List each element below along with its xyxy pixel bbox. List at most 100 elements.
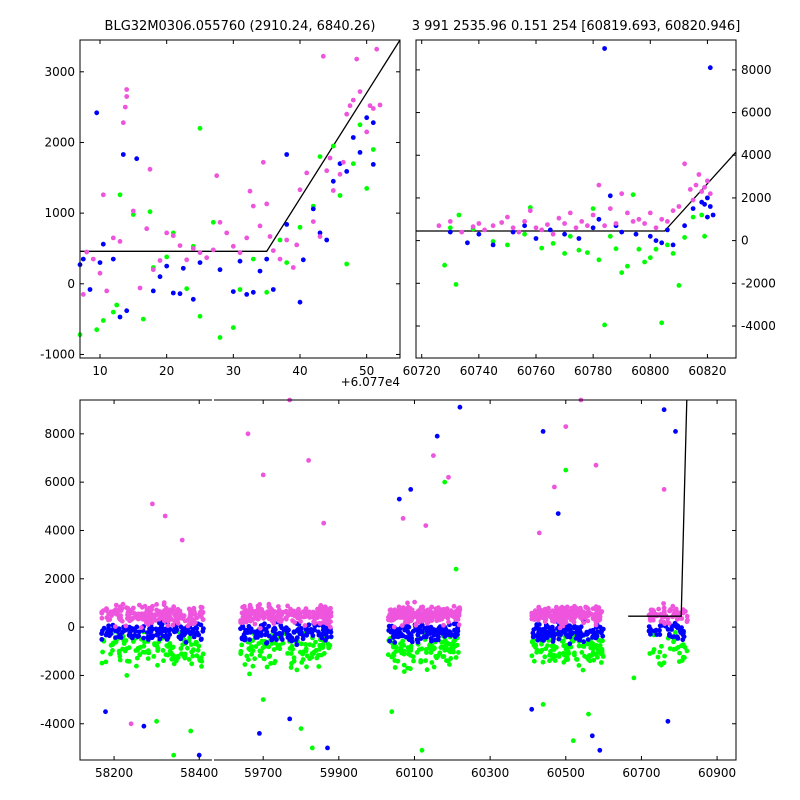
top-left-point-green — [140, 316, 146, 322]
top-left-point-blue — [177, 291, 183, 297]
bottom-right-x-tick-label: 60500 — [547, 766, 585, 780]
top-left-point-pink — [157, 258, 163, 263]
bottom-point-blue — [422, 626, 427, 631]
bottom-point-green — [266, 644, 272, 650]
top-left-point-blue — [264, 256, 270, 262]
top-left-point-blue — [317, 230, 323, 236]
top-right-point-blue — [647, 233, 653, 239]
top-right-point-blue — [533, 236, 539, 241]
top-left-point-pink — [364, 129, 370, 135]
bottom-point-green — [576, 643, 582, 649]
bottom-point-blue — [418, 636, 424, 641]
bottom-point-pink — [399, 607, 404, 613]
bottom-point-pink — [684, 619, 690, 625]
bottom-point-pink — [119, 618, 125, 624]
bottom-point-pink — [453, 617, 459, 622]
top-left-point-blue — [324, 237, 330, 243]
bottom-point-blue — [415, 639, 421, 645]
bottom-point-green — [438, 645, 444, 650]
bottom-y-tick-label: 0 — [67, 620, 75, 634]
top-left-x-offset-label: +6.077e4 — [341, 375, 400, 389]
top-left-y-tick-label: -1000 — [40, 347, 75, 361]
bottom-point-pink — [271, 621, 277, 626]
bottom-point-blue — [306, 622, 312, 628]
top-right-point-green — [625, 263, 630, 269]
bottom-point-green — [529, 639, 535, 645]
bottom-point-blue — [316, 629, 321, 635]
bottom-point-green — [309, 745, 315, 751]
bottom-point-pink — [591, 616, 597, 622]
bottom-point-green — [110, 648, 115, 653]
bottom-point-blue — [266, 623, 272, 629]
bottom-point-pink — [153, 618, 159, 623]
top-right-point-pink — [505, 214, 510, 220]
bottom-point-blue — [287, 716, 293, 722]
top-left-point-pink — [217, 219, 223, 225]
top-left-point-pink — [264, 201, 270, 207]
bottom-point-pink — [391, 624, 397, 630]
bottom-point-green — [304, 653, 310, 659]
top-right-point-green — [602, 322, 607, 328]
bottom-point-blue — [320, 627, 326, 633]
top-right-point-blue — [490, 242, 496, 248]
bottom-point-blue — [577, 637, 582, 643]
bottom-point-green — [144, 649, 149, 655]
bottom-point-pink — [298, 619, 303, 624]
bottom-point-blue — [278, 634, 284, 640]
top-right-point-blue — [447, 229, 453, 235]
top-left-point-pink — [90, 256, 96, 262]
top-right-point-green — [619, 270, 625, 275]
top-left-point-blue — [94, 110, 100, 116]
top-right-y-tick-label: 6000 — [741, 106, 772, 120]
bottom-point-pink — [257, 625, 263, 631]
bottom-point-blue — [300, 636, 306, 642]
top-right-x-tick-label: 60740 — [460, 364, 498, 378]
bottom-point-green — [134, 663, 139, 669]
bottom-point-green — [189, 661, 195, 667]
bottom-point-pink — [563, 606, 569, 612]
top-right-y-tick-label: 2000 — [741, 191, 772, 205]
bottom-point-green — [650, 649, 656, 655]
bottom-right-x-tick-label: 60700 — [622, 766, 660, 780]
top-left-point-green — [164, 254, 170, 260]
top-right-point-pink — [562, 221, 567, 226]
top-right-point-pink — [550, 231, 556, 237]
bottom-point-pink — [244, 612, 250, 617]
top-left-point-pink — [210, 247, 216, 253]
top-left-point-blue — [197, 260, 203, 265]
bottom-point-green — [557, 651, 562, 657]
bottom-point-green — [253, 644, 259, 649]
bottom-point-green — [304, 664, 309, 670]
bottom-point-pink — [154, 602, 160, 607]
top-left-point-pink — [310, 219, 316, 225]
top-right-point-green — [647, 255, 653, 261]
bottom-point-green — [563, 467, 569, 473]
bottom-point-green — [182, 654, 188, 660]
bottom-point-blue — [238, 626, 243, 632]
top-right-point-green — [585, 250, 590, 256]
bottom-point-pink — [144, 607, 150, 613]
bottom-point-pink — [429, 610, 435, 615]
bottom-point-blue — [581, 639, 586, 645]
top-right-point-blue — [702, 201, 707, 207]
bottom-point-pink — [123, 623, 129, 629]
bottom-point-blue — [657, 623, 663, 629]
bottom-right-axes-frame — [214, 399, 737, 761]
top-right-point-green — [453, 282, 459, 287]
bottom-point-pink — [403, 618, 409, 623]
bottom-point-blue — [198, 622, 204, 628]
bottom-point-green — [586, 657, 591, 663]
bottom-point-blue — [319, 635, 325, 641]
bottom-point-pink — [192, 620, 198, 625]
top-right-point-pink — [482, 227, 487, 233]
bottom-point-pink — [541, 615, 546, 621]
top-right-point-blue — [659, 240, 665, 246]
top-right-point-pink — [596, 182, 602, 188]
bottom-point-blue — [255, 630, 260, 636]
top-right-point-pink — [459, 229, 465, 235]
top-right-point-pink — [522, 219, 527, 224]
bottom-point-pink — [585, 606, 591, 612]
top-right-fit-line — [416, 151, 736, 232]
bottom-point-green — [585, 641, 591, 647]
bottom-point-pink — [104, 606, 109, 611]
